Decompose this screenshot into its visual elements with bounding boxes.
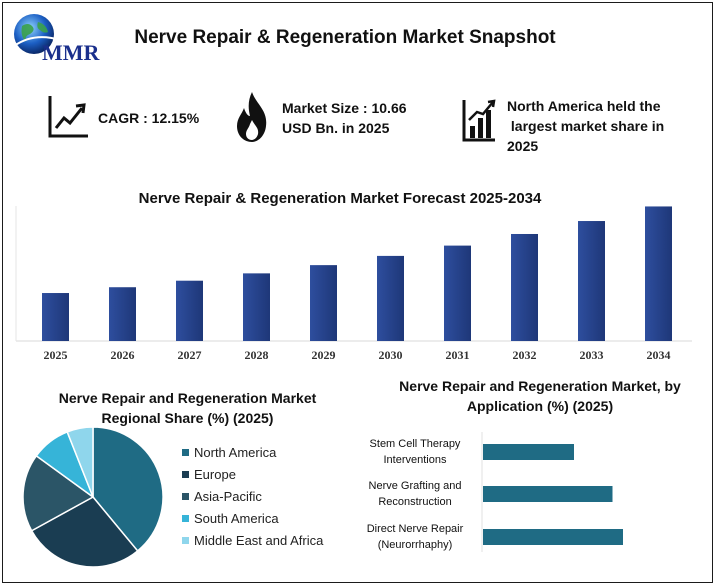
regional-share-legend: North America Europe Asia-Pacific South Ame… [182,441,323,551]
application-chart-title: Nerve Repair and Regeneration Market, by… [399,378,681,414]
application-bar [483,529,623,545]
pie-slice [66,426,94,498]
forecast-tick-label: 2027 [178,348,202,362]
forecast-tick-label: 2032 [513,348,537,362]
forecast-bar [42,293,69,341]
legend-swatch [182,448,189,456]
forecast-bar [511,233,538,341]
application-category-label: Stem Cell Therapy Interventions [369,438,461,466]
pie-slice [92,426,164,552]
forecast-bar [310,265,337,341]
regional-share-title: Nerve Repair and Regeneration Market Reg… [58,390,317,426]
forecast-bar [377,255,404,341]
forecast-tick-label: 2033 [580,348,604,362]
application-bar-chart [481,432,623,552]
application-category-label: Direct Nerve Repair (Neurorrhaphy) [366,523,464,551]
forecast-tick-label: 2025 [44,348,68,362]
forecast-bar [645,206,672,341]
legend-label: Asia-Pacific [194,488,262,504]
forecast-tick-label: 2031 [446,348,470,362]
kpi-market-size-line-2: USD Bn. in 2025 [282,120,390,136]
application-category-label: Nerve Grafting and Reconstruction [368,480,462,508]
legend-item: South America [182,507,323,529]
legend-item: Asia-Pacific [182,485,323,507]
legend-swatch [182,470,189,478]
legend-swatch [182,514,189,522]
globe-icon: MMR [13,14,101,65]
pie-slice [30,496,139,568]
forecast-tick-label: 2028 [245,348,269,362]
forecast-bar [444,245,471,341]
application-bar [483,486,613,502]
legend-swatch [182,536,189,544]
page-title: Nerve Repair & Regeneration Market Snaps… [134,27,556,48]
legend-item: Europe [182,463,323,485]
legend-item: North America [182,441,323,463]
application-bar [483,444,574,460]
legend-swatch [182,492,189,500]
forecast-tick-label: 2029 [312,348,336,362]
regional-share-pie [22,426,164,568]
forecast-bar [176,280,203,341]
kpi-region-line-1: North America held the [507,98,661,114]
forecast-bar [243,273,270,341]
forecast-tick-label: 2026 [111,348,135,362]
trend-up-icon [48,96,88,138]
kpi-cagr-text: CAGR : 12.15% [98,110,200,126]
forecast-tick-label: 2030 [379,348,403,362]
pie-slice [22,454,95,532]
legend-label: North America [194,444,277,460]
forecast-bar-chart: 2025 2026 2027 2028 2029 2030 2031 2032 2033 2034 [15,206,692,362]
kpi-region-line-2: largest market share in [507,118,665,134]
kpi-region-line-3: 2025 [507,138,539,154]
forecast-bar [109,287,136,341]
flame-icon [237,92,267,142]
logo-text: MMR [42,40,101,64]
legend-label: South America [194,510,279,526]
forecast-bar [578,221,605,341]
bar-growth-icon [462,99,496,142]
forecast-chart-title: Nerve Repair & Regeneration Market Forec… [138,190,542,207]
legend-item: Middle East and Africa [182,529,323,551]
kpi-market-size-line-1: Market Size : 10.66 [282,100,407,116]
mmr-logo: MMR [8,8,104,65]
legend-label: Middle East and Africa [194,532,324,548]
legend-label: Europe [194,466,236,482]
forecast-tick-label: 2034 [647,348,671,362]
